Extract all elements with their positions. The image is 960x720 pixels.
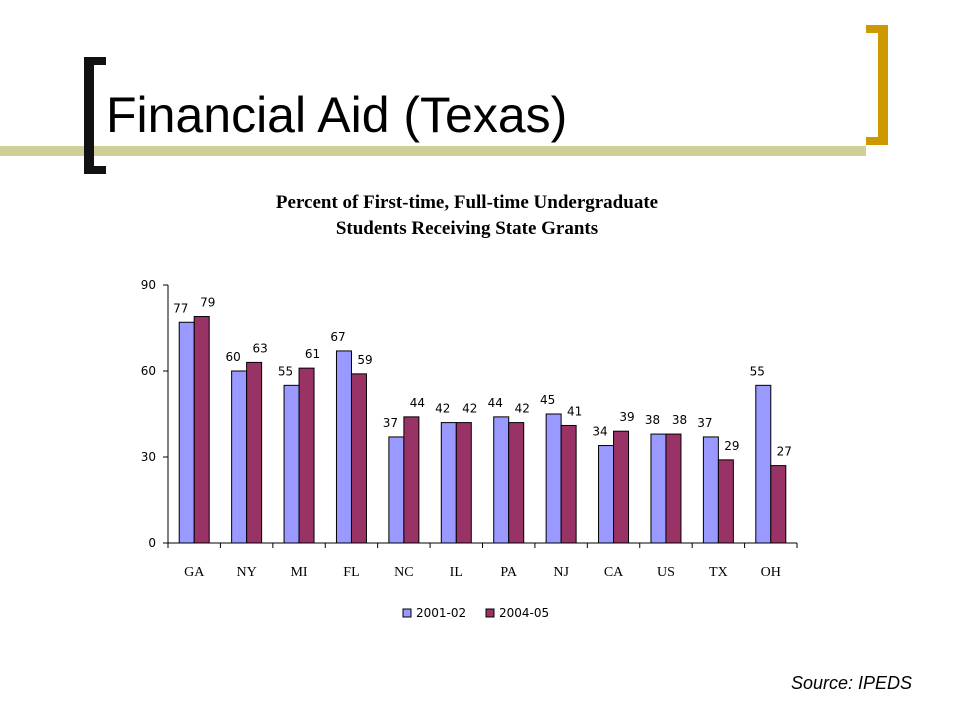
data-label: 63	[252, 341, 267, 355]
left-bracket	[84, 57, 108, 174]
category-label: MI	[290, 565, 307, 580]
category-label: CA	[604, 565, 624, 580]
legend-swatch	[485, 608, 495, 618]
bar-us-2001-02	[650, 433, 667, 544]
y-tick-label: 60	[141, 364, 156, 378]
title-underline-bar	[0, 146, 866, 156]
data-label: 55	[278, 364, 293, 378]
y-tick-label: 30	[141, 450, 156, 464]
source-note: Source: IPEDS	[790, 673, 912, 693]
slide-title: Financial Aid (Texas)	[106, 87, 568, 143]
data-label: 37	[383, 416, 398, 430]
y-tick-label: 90	[141, 278, 156, 292]
bar-pa-2001-02	[493, 416, 510, 544]
category-label: NC	[394, 565, 413, 580]
bar-oh-2001-02	[755, 384, 772, 544]
legend-label: 2004-05	[499, 606, 549, 620]
category-label: US	[657, 565, 675, 580]
bar-ga-2004-05	[193, 316, 210, 544]
bar-mi-2001-02	[283, 384, 300, 544]
bar-il-2004-05	[455, 422, 472, 544]
data-label: 38	[645, 413, 660, 427]
category-label: FL	[343, 565, 359, 580]
data-label: 61	[305, 347, 320, 361]
bar-mi-2004-05	[298, 367, 315, 544]
bar-pa-2004-05	[508, 422, 525, 544]
right-bracket	[866, 25, 888, 145]
bar-fl-2004-05	[350, 373, 367, 544]
data-label: 67	[330, 330, 345, 344]
data-label: 34	[592, 425, 607, 439]
bar-il-2001-02	[440, 422, 457, 544]
chart-title-line-2: Students Receiving State Grants	[336, 218, 598, 239]
bar-ca-2004-05	[613, 430, 630, 544]
data-label: 42	[435, 402, 450, 416]
bar-ca-2001-02	[598, 445, 615, 544]
data-label: 39	[619, 410, 634, 424]
category-label: NY	[237, 565, 257, 580]
data-label: 42	[462, 402, 477, 416]
chart-title-line-1: Percent of First-time, Full-time Undergr…	[276, 192, 658, 213]
bar-ny-2004-05	[246, 361, 263, 544]
bar-oh-2004-05	[770, 465, 787, 544]
data-label: 42	[515, 402, 530, 416]
data-label: 38	[672, 413, 687, 427]
bar-nj-2001-02	[545, 413, 562, 544]
bar-us-2004-05	[665, 433, 682, 544]
category-label: NJ	[553, 565, 569, 580]
bar-tx-2004-05	[717, 459, 734, 544]
data-label: 41	[567, 404, 582, 418]
bar-nj-2004-05	[560, 424, 577, 544]
category-label: PA	[500, 565, 518, 580]
category-label: OH	[761, 565, 781, 580]
data-label: 55	[750, 364, 765, 378]
category-label: TX	[709, 565, 728, 580]
bar-ga-2001-02	[178, 321, 195, 544]
category-label: IL	[450, 565, 463, 580]
data-label: 77	[173, 301, 188, 315]
data-label: 37	[697, 416, 712, 430]
y-tick-label: 0	[148, 536, 156, 550]
data-label: 79	[200, 296, 215, 310]
category-label: GA	[184, 565, 205, 580]
data-label: 44	[488, 396, 503, 410]
legend-swatch	[402, 608, 412, 618]
data-label: 27	[777, 445, 792, 459]
legend-label: 2001-02	[416, 606, 466, 620]
bar-ny-2001-02	[231, 370, 248, 544]
data-label: 60	[225, 350, 240, 364]
bar-fl-2001-02	[335, 350, 352, 544]
data-label: 45	[540, 393, 555, 407]
data-label: 29	[724, 439, 739, 453]
bar-nc-2001-02	[388, 436, 405, 544]
data-label: 44	[410, 396, 425, 410]
bar-tx-2001-02	[702, 436, 719, 544]
bar-nc-2004-05	[403, 416, 420, 544]
data-label: 59	[357, 353, 372, 367]
